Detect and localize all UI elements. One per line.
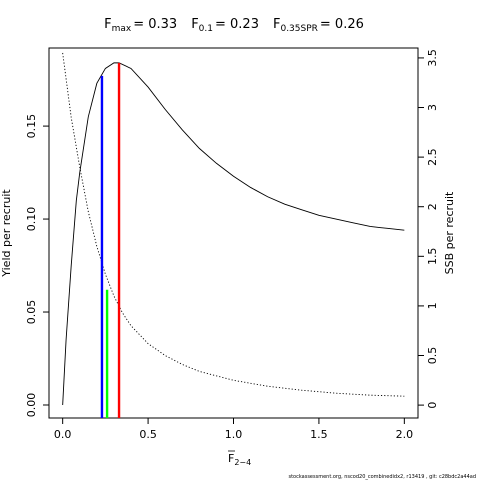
y-right-tick-label: 0.5 bbox=[426, 347, 439, 365]
y-left-tick-label: 0.15 bbox=[25, 114, 38, 139]
x-tick-label: 0.5 bbox=[139, 428, 157, 441]
y-right-tick-label: 1.5 bbox=[426, 248, 439, 266]
x-tick-label: 0.0 bbox=[54, 428, 72, 441]
title-symbol: F bbox=[191, 17, 198, 32]
title-subscript: 0.35SPR bbox=[280, 24, 317, 34]
plot-frame bbox=[48, 47, 419, 419]
series-line-yield-per-recruit bbox=[62, 62, 405, 406]
y-right-tick-label: 1 bbox=[426, 302, 439, 309]
y-right-tick-label: 3.5 bbox=[426, 49, 439, 67]
x-axis-title-text: F2−4 bbox=[228, 452, 251, 467]
x-tick-label: 1.5 bbox=[310, 428, 328, 441]
y-left-tick-label: 0.10 bbox=[25, 207, 38, 232]
x-title-main: F bbox=[228, 452, 234, 465]
title-value: = 0.23 bbox=[215, 17, 259, 32]
y-axis-right-title: SSB per recruit bbox=[443, 191, 456, 274]
x-axis-title: F2−4 bbox=[228, 450, 251, 467]
footer-note: stockassessment.org, nscod20_combinedidx… bbox=[288, 474, 476, 480]
y-axis-left-title: Yield per recruit bbox=[0, 189, 13, 278]
plot-area bbox=[62, 52, 405, 418]
y-axis-left: 0.00 0.05 0.10 0.15 bbox=[25, 114, 49, 417]
x-tick-label: 1.0 bbox=[225, 428, 243, 441]
y-right-tick-label: 2 bbox=[426, 203, 439, 210]
title-value: = 0.33 bbox=[133, 17, 177, 32]
chart-title: Fmax = 0.33 F0.1 = 0.23 F0.35SPR = 0.26 bbox=[104, 17, 364, 34]
y-left-tick-label: 0.00 bbox=[25, 393, 38, 418]
series-line-ssb-per-recruit bbox=[62, 52, 405, 397]
y-right-tick-label: 2.5 bbox=[426, 148, 439, 166]
title-symbol: F bbox=[104, 17, 111, 32]
y-left-tick-label: 0.05 bbox=[25, 300, 38, 325]
title-value: = 0.26 bbox=[320, 17, 364, 32]
y-right-tick-label: 0 bbox=[426, 402, 439, 409]
title-symbol: F bbox=[273, 17, 280, 32]
x-axis: 0.0 0.5 1.0 1.5 2.0 bbox=[54, 418, 413, 441]
chart-title-text: Fmax = 0.33 F0.1 = 0.23 F0.35SPR = 0.26 bbox=[104, 17, 364, 34]
x-tick-label: 2.0 bbox=[396, 428, 414, 441]
y-axis-right: 0 0.5 1 1.5 2 2.5 3 3.5 bbox=[418, 49, 439, 409]
y-right-tick-label: 3 bbox=[426, 104, 439, 111]
title-subscript: 0.1 bbox=[199, 24, 213, 34]
title-subscript: max bbox=[112, 24, 132, 34]
x-title-subscript: 2−4 bbox=[234, 458, 251, 467]
